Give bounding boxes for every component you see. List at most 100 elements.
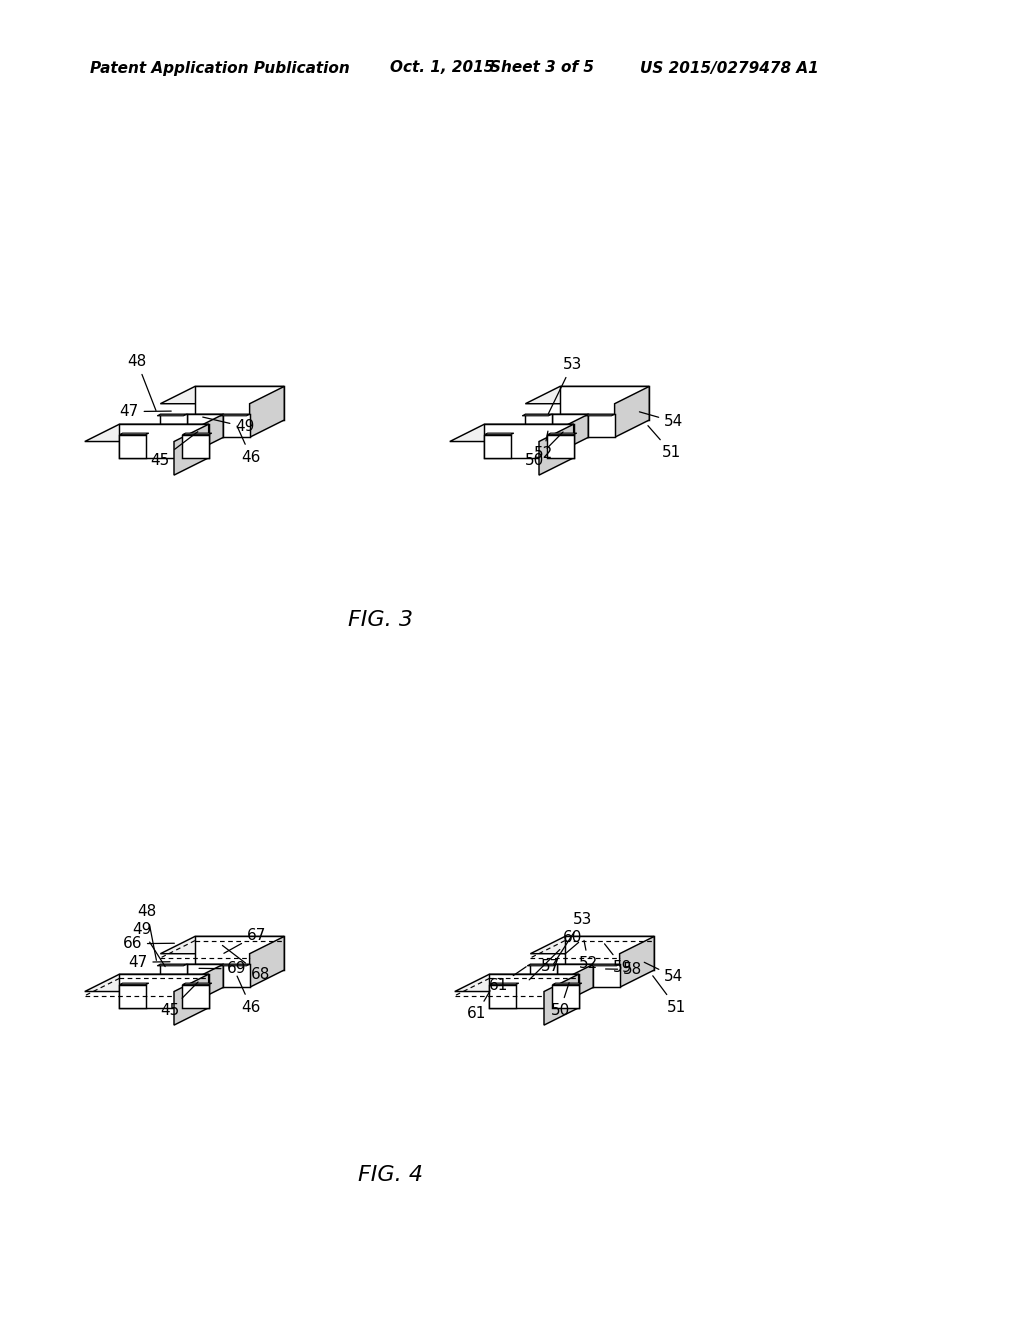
Text: Sheet 3 of 5: Sheet 3 of 5 bbox=[490, 61, 594, 75]
Text: Oct. 1, 2015: Oct. 1, 2015 bbox=[390, 61, 495, 75]
Text: 46: 46 bbox=[238, 426, 261, 465]
Polygon shape bbox=[120, 983, 148, 985]
Polygon shape bbox=[161, 964, 186, 987]
Polygon shape bbox=[552, 964, 593, 1007]
Polygon shape bbox=[585, 414, 614, 416]
Polygon shape bbox=[182, 434, 209, 458]
Polygon shape bbox=[145, 964, 223, 985]
Text: 49: 49 bbox=[132, 921, 165, 966]
Text: 68: 68 bbox=[222, 945, 270, 982]
Text: FIG. 3: FIG. 3 bbox=[347, 610, 413, 630]
Text: 47: 47 bbox=[120, 404, 171, 418]
Polygon shape bbox=[620, 936, 654, 987]
Polygon shape bbox=[220, 414, 250, 416]
Polygon shape bbox=[557, 964, 593, 987]
Polygon shape bbox=[161, 936, 285, 954]
Polygon shape bbox=[565, 936, 654, 970]
Polygon shape bbox=[593, 964, 620, 987]
Polygon shape bbox=[522, 414, 552, 416]
Polygon shape bbox=[145, 414, 223, 434]
Text: 48: 48 bbox=[137, 904, 157, 961]
Polygon shape bbox=[489, 985, 516, 1007]
Text: 45: 45 bbox=[161, 982, 198, 1018]
Polygon shape bbox=[223, 414, 250, 437]
Polygon shape bbox=[525, 414, 552, 437]
Polygon shape bbox=[489, 974, 579, 1007]
Polygon shape bbox=[174, 424, 209, 475]
Text: 66: 66 bbox=[123, 936, 174, 952]
Polygon shape bbox=[186, 964, 223, 987]
Polygon shape bbox=[548, 434, 573, 458]
Polygon shape bbox=[589, 414, 614, 437]
Text: FIG. 4: FIG. 4 bbox=[357, 1166, 423, 1185]
Text: 50: 50 bbox=[550, 982, 569, 1018]
Polygon shape bbox=[484, 433, 514, 434]
Polygon shape bbox=[182, 983, 212, 985]
Text: 53: 53 bbox=[549, 358, 582, 413]
Text: 57: 57 bbox=[541, 942, 579, 974]
Polygon shape bbox=[527, 964, 557, 966]
Text: 69: 69 bbox=[199, 961, 246, 977]
Polygon shape bbox=[85, 974, 209, 991]
Polygon shape bbox=[525, 387, 649, 404]
Polygon shape bbox=[516, 964, 593, 985]
Polygon shape bbox=[158, 414, 186, 416]
Polygon shape bbox=[120, 985, 145, 1007]
Text: 52: 52 bbox=[534, 432, 553, 462]
Polygon shape bbox=[552, 414, 589, 437]
Polygon shape bbox=[120, 974, 209, 1007]
Text: 67: 67 bbox=[224, 928, 266, 953]
Polygon shape bbox=[489, 983, 519, 985]
Polygon shape bbox=[182, 985, 209, 1007]
Text: 51: 51 bbox=[652, 975, 686, 1015]
Polygon shape bbox=[120, 434, 145, 458]
Polygon shape bbox=[161, 387, 285, 404]
Polygon shape bbox=[455, 974, 579, 991]
Polygon shape bbox=[548, 414, 589, 458]
Polygon shape bbox=[544, 974, 579, 1026]
Polygon shape bbox=[174, 974, 209, 1026]
Text: 53: 53 bbox=[554, 912, 592, 964]
Polygon shape bbox=[552, 985, 579, 1007]
Text: 51: 51 bbox=[648, 425, 681, 459]
Polygon shape bbox=[530, 936, 654, 954]
Text: 61: 61 bbox=[467, 991, 490, 1022]
Polygon shape bbox=[484, 434, 511, 458]
Polygon shape bbox=[250, 387, 285, 437]
Polygon shape bbox=[614, 387, 649, 437]
Polygon shape bbox=[560, 387, 649, 420]
Polygon shape bbox=[120, 433, 148, 434]
Text: 45: 45 bbox=[151, 432, 198, 469]
Polygon shape bbox=[182, 433, 212, 434]
Polygon shape bbox=[220, 964, 250, 966]
Polygon shape bbox=[158, 964, 186, 966]
Text: Patent Application Publication: Patent Application Publication bbox=[90, 61, 350, 75]
Polygon shape bbox=[85, 424, 209, 441]
Polygon shape bbox=[552, 983, 582, 985]
Text: 54: 54 bbox=[644, 962, 683, 985]
Polygon shape bbox=[590, 964, 620, 966]
Polygon shape bbox=[186, 414, 223, 437]
Polygon shape bbox=[450, 424, 573, 441]
Polygon shape bbox=[484, 424, 573, 458]
Polygon shape bbox=[182, 964, 223, 1007]
Text: 49: 49 bbox=[203, 417, 255, 434]
Polygon shape bbox=[182, 414, 223, 458]
Polygon shape bbox=[223, 964, 250, 987]
Polygon shape bbox=[548, 433, 577, 434]
Text: 50: 50 bbox=[525, 432, 563, 469]
Text: 59: 59 bbox=[604, 944, 633, 974]
Text: 60: 60 bbox=[529, 929, 582, 979]
Polygon shape bbox=[511, 414, 589, 434]
Polygon shape bbox=[161, 414, 186, 437]
Polygon shape bbox=[530, 964, 557, 987]
Text: 54: 54 bbox=[639, 412, 683, 429]
Text: 52: 52 bbox=[579, 940, 598, 970]
Polygon shape bbox=[539, 424, 573, 475]
Text: US 2015/0279478 A1: US 2015/0279478 A1 bbox=[640, 61, 819, 75]
Text: 48: 48 bbox=[127, 354, 156, 411]
Text: 46: 46 bbox=[238, 975, 261, 1015]
Text: 58: 58 bbox=[605, 962, 642, 977]
Polygon shape bbox=[120, 424, 209, 458]
Text: 61: 61 bbox=[488, 966, 526, 993]
